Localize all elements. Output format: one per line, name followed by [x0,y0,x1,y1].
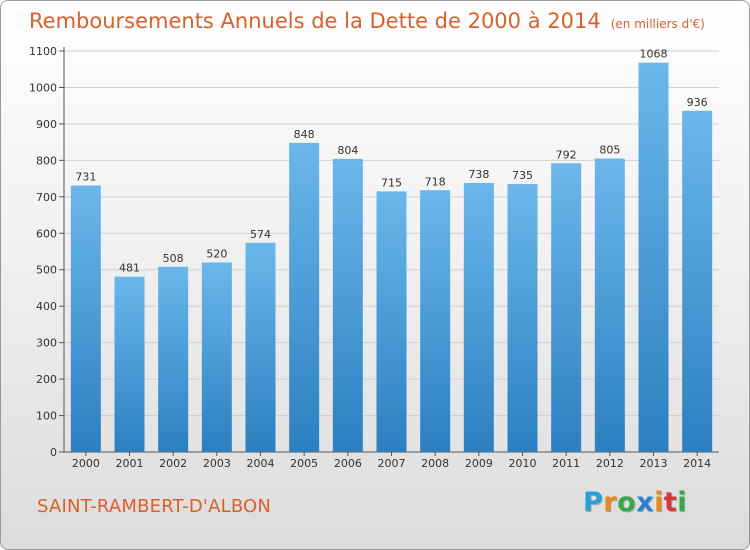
commune-name: SAINT-RAMBERT-D'ALBON [37,496,272,517]
x-tick-label-2009: 2009 [465,457,493,470]
bar-2009 [463,182,494,452]
y-tick-label: 1100 [29,45,57,58]
bar-2001 [114,276,145,452]
logo-letter: o [617,487,637,518]
x-tick-label-2010: 2010 [509,457,537,470]
bar-2005 [289,142,320,452]
bar-2011 [551,163,582,452]
bar-2006 [332,158,363,452]
y-tick-label: 0 [50,446,57,459]
bars [70,62,713,453]
bar-2000 [70,185,101,452]
chart-title-text: Remboursements Annuels de la Dette de 20… [29,9,601,33]
logo-letter: P [583,487,604,518]
data-labels: 731 481 508 520 574 848 804 715 718 738 735 792 805 1… [75,48,707,275]
data-label-2011: 792 [556,148,577,161]
y-tick-label: 100 [36,410,57,423]
data-label-2007: 715 [381,176,402,189]
x-tick-label-2007: 2007 [378,457,406,470]
data-label-2001: 481 [119,262,140,275]
logo-letter: i [654,487,664,518]
y-tick-label: 800 [36,154,57,167]
y-tick-label: 400 [36,300,57,313]
data-label-2005: 848 [294,128,315,141]
x-tick-label-2012: 2012 [596,457,624,470]
x-tick-labels: 2000 2001 2002 2003 2004 2005 2006 2007 2008 2009… [72,452,711,470]
data-label-2012: 805 [599,144,620,157]
bar-2010 [507,184,538,453]
data-label-2000: 731 [75,171,96,184]
data-label-2006: 804 [337,144,358,157]
x-tick-label-2000: 2000 [72,457,100,470]
x-tick-label-2001: 2001 [116,457,144,470]
data-label-2009: 738 [468,168,489,181]
x-tick-label-2003: 2003 [203,457,231,470]
bar-2013 [638,62,669,452]
y-tick-label: 1000 [29,81,57,94]
y-tick-label: 200 [36,373,57,386]
bar-2003 [201,262,232,452]
data-label-2010: 735 [512,169,533,182]
x-tick-label-2005: 2005 [290,457,318,470]
x-tick-label-2006: 2006 [334,457,362,470]
data-label-2002: 508 [163,252,184,265]
bar-2004 [245,242,276,452]
bar-2002 [158,266,189,452]
x-tick-label-2014: 2014 [683,457,711,470]
y-tick-label: 700 [36,191,57,204]
data-label-2003: 520 [206,247,227,260]
chart-subtitle: (en milliers d'€) [610,17,705,31]
y-tick-label: 600 [36,227,57,240]
y-tick-labels: 0 100 200 300 400 500 600 700 800 900 1000 1100 [29,45,57,459]
data-label-2004: 574 [250,228,271,241]
logo-letter: x [636,487,655,518]
y-tick-label: 300 [36,337,57,350]
x-tick-label-2004: 2004 [247,457,275,470]
data-label-2013: 1068 [640,48,668,61]
y-tick-label: 900 [36,118,57,131]
x-tick-label-2013: 2013 [640,457,668,470]
logo-letter: i [677,487,688,518]
bar-2007 [376,191,407,452]
y-tick-label: 500 [36,264,57,277]
x-tick-label-2011: 2011 [552,457,580,470]
data-label-2008: 718 [425,175,446,188]
proxiti-logo: Proxiti [583,487,687,518]
bar-2014 [682,110,713,452]
data-label-2014: 936 [687,96,708,109]
chart-title: Remboursements Annuels de la Dette de 20… [29,9,705,33]
bar-2008 [420,190,451,453]
x-tick-label-2008: 2008 [421,457,449,470]
bar-2012 [594,158,625,453]
logo-letter: r [603,487,618,518]
logo-letter: t [663,487,678,518]
x-tick-label-2002: 2002 [159,457,187,470]
